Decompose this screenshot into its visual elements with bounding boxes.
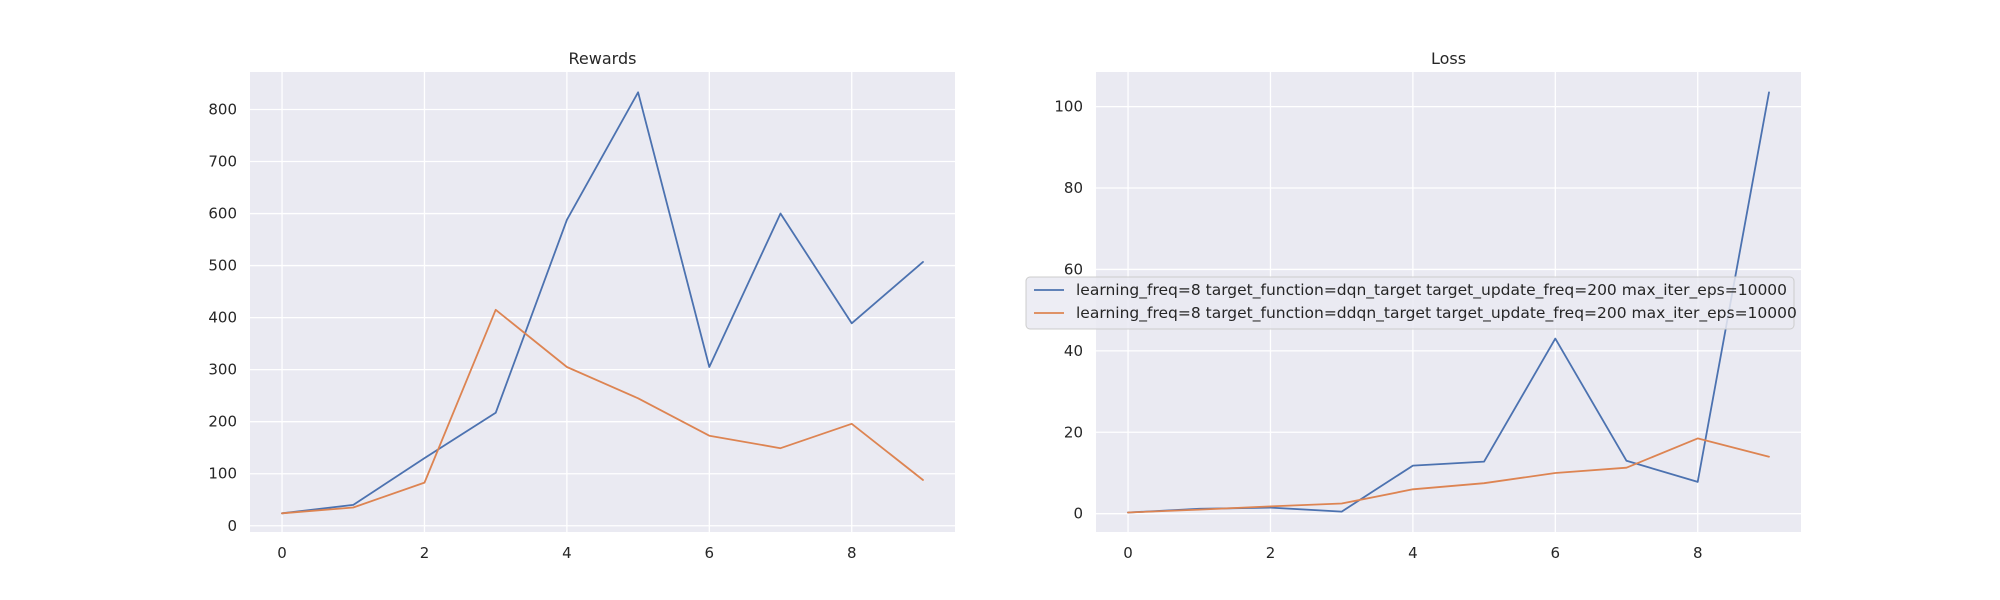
rewards-grid xyxy=(250,72,955,532)
loss-series-line-ddqn xyxy=(1127,437,1770,514)
rewards-title: Rewards xyxy=(569,49,637,68)
loss-y-tick-label: 40 xyxy=(1064,342,1083,360)
loss-x-ticks: 0 2 4 6 8 xyxy=(1123,544,1702,562)
loss-x-tick-label: 4 xyxy=(1408,544,1418,562)
rewards-chart: 0 2 4 6 8 0 100 200 300 400 500 600 700 800 Rewards xyxy=(208,49,955,562)
loss-x-tick-label: 6 xyxy=(1551,544,1561,562)
rewards-plot-area xyxy=(250,72,955,532)
rewards-x-tick-label: 4 xyxy=(562,544,572,562)
legend-label-dqn: learning_freq=8 target_function=dqn_targ… xyxy=(1076,281,1787,300)
rewards-x-tick-label: 0 xyxy=(277,544,287,562)
rewards-y-tick-label: 200 xyxy=(208,413,237,431)
loss-title: Loss xyxy=(1431,49,1466,68)
rewards-y-tick-label: 600 xyxy=(208,205,237,223)
rewards-y-ticks: 0 100 200 300 400 500 600 700 800 xyxy=(208,100,237,534)
rewards-lines xyxy=(281,91,924,515)
rewards-x-tick-label: 8 xyxy=(847,544,857,562)
legend: learning_freq=8 target_function=dqn_targ… xyxy=(1025,276,1797,330)
loss-lines xyxy=(1127,91,1770,514)
loss-y-tick-label: 80 xyxy=(1064,179,1083,197)
loss-y-ticks: 0 20 40 60 80 100 xyxy=(1054,98,1083,523)
loss-x-tick-label: 8 xyxy=(1693,544,1703,562)
loss-y-tick-label: 0 xyxy=(1073,505,1083,523)
rewards-x-tick-label: 6 xyxy=(705,544,715,562)
rewards-y-tick-label: 700 xyxy=(208,153,237,171)
rewards-y-tick-label: 400 xyxy=(208,309,237,327)
rewards-x-ticks: 0 2 4 6 8 xyxy=(277,544,856,562)
rewards-y-tick-label: 500 xyxy=(208,257,237,275)
rewards-series-line-ddqn xyxy=(281,308,924,515)
rewards-y-tick-label: 0 xyxy=(227,517,237,535)
loss-y-tick-label: 100 xyxy=(1054,98,1083,116)
loss-y-tick-label: 60 xyxy=(1064,260,1083,278)
legend-label-ddqn: learning_freq=8 target_function=ddqn_tar… xyxy=(1076,304,1797,323)
loss-y-tick-label: 20 xyxy=(1064,423,1083,441)
rewards-series-line-dqn xyxy=(281,91,924,515)
loss-x-tick-label: 0 xyxy=(1123,544,1133,562)
rewards-y-tick-label: 100 xyxy=(208,465,237,483)
loss-x-tick-label: 2 xyxy=(1266,544,1276,562)
rewards-y-tick-label: 300 xyxy=(208,361,237,379)
rewards-x-tick-label: 2 xyxy=(420,544,430,562)
legend-box xyxy=(1025,276,1795,330)
rewards-y-tick-label: 800 xyxy=(208,100,237,118)
loss-grid xyxy=(1096,72,1801,532)
